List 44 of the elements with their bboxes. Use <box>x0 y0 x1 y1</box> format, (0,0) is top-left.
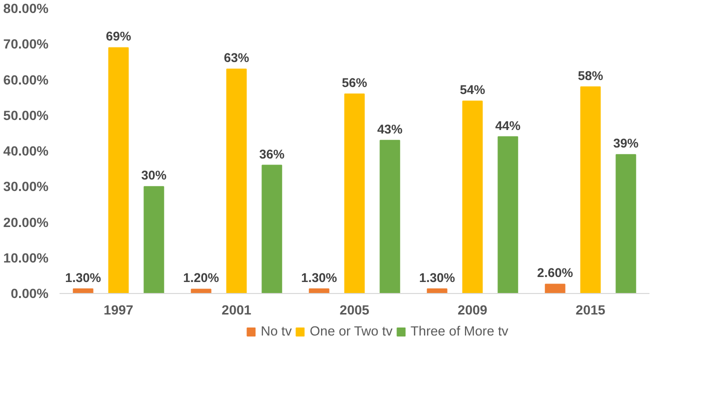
data-label: 2.60% <box>537 266 574 280</box>
bar <box>262 164 282 294</box>
legend-label: Three of More tv <box>410 324 508 338</box>
data-label: 44% <box>495 118 521 133</box>
x-tick-label: 2005 <box>340 302 370 318</box>
y-tick-label: 30.00% <box>3 179 49 194</box>
y-tick-label: 10.00% <box>3 250 49 266</box>
data-label: 1.30% <box>65 270 102 285</box>
y-tick-label: 20.00% <box>3 214 49 230</box>
bar <box>498 136 518 294</box>
y-tick-label: 80.00% <box>3 1 49 16</box>
y-tick-label: 50.00% <box>3 108 49 123</box>
data-label: 1.30% <box>301 270 338 285</box>
bar <box>144 186 164 294</box>
bar <box>616 154 636 294</box>
bar <box>108 47 129 294</box>
y-tick-label: 0.00% <box>10 286 49 301</box>
data-label: 56% <box>342 76 368 90</box>
y-tick-label: 40.00% <box>3 144 49 158</box>
data-label: 1.30% <box>419 270 456 285</box>
x-tick-label: 2009 <box>458 302 488 318</box>
data-label: 43% <box>377 122 403 136</box>
y-tick-label: 70.00% <box>3 36 49 52</box>
data-label: 39% <box>613 136 639 151</box>
data-label: 36% <box>259 147 285 162</box>
data-label: 54% <box>460 83 486 98</box>
bar <box>190 288 212 294</box>
legend-label: No tv <box>260 324 292 338</box>
bar <box>344 94 365 294</box>
legend-label: One or Two tv <box>310 324 393 338</box>
x-tick-label: 2015 <box>576 302 606 318</box>
bar <box>226 68 247 294</box>
bar <box>380 140 400 294</box>
data-label: 1.20% <box>183 271 220 286</box>
bar <box>580 86 601 294</box>
bar <box>544 284 566 294</box>
data-label: 69% <box>106 30 132 44</box>
data-label: 58% <box>578 68 604 83</box>
bar <box>462 100 483 294</box>
data-label: 30% <box>141 168 167 183</box>
x-tick-label: 2001 <box>222 302 252 318</box>
data-label: 63% <box>224 51 250 66</box>
y-tick-label: 60.00% <box>3 72 49 88</box>
x-tick-label: 1997 <box>104 302 134 318</box>
